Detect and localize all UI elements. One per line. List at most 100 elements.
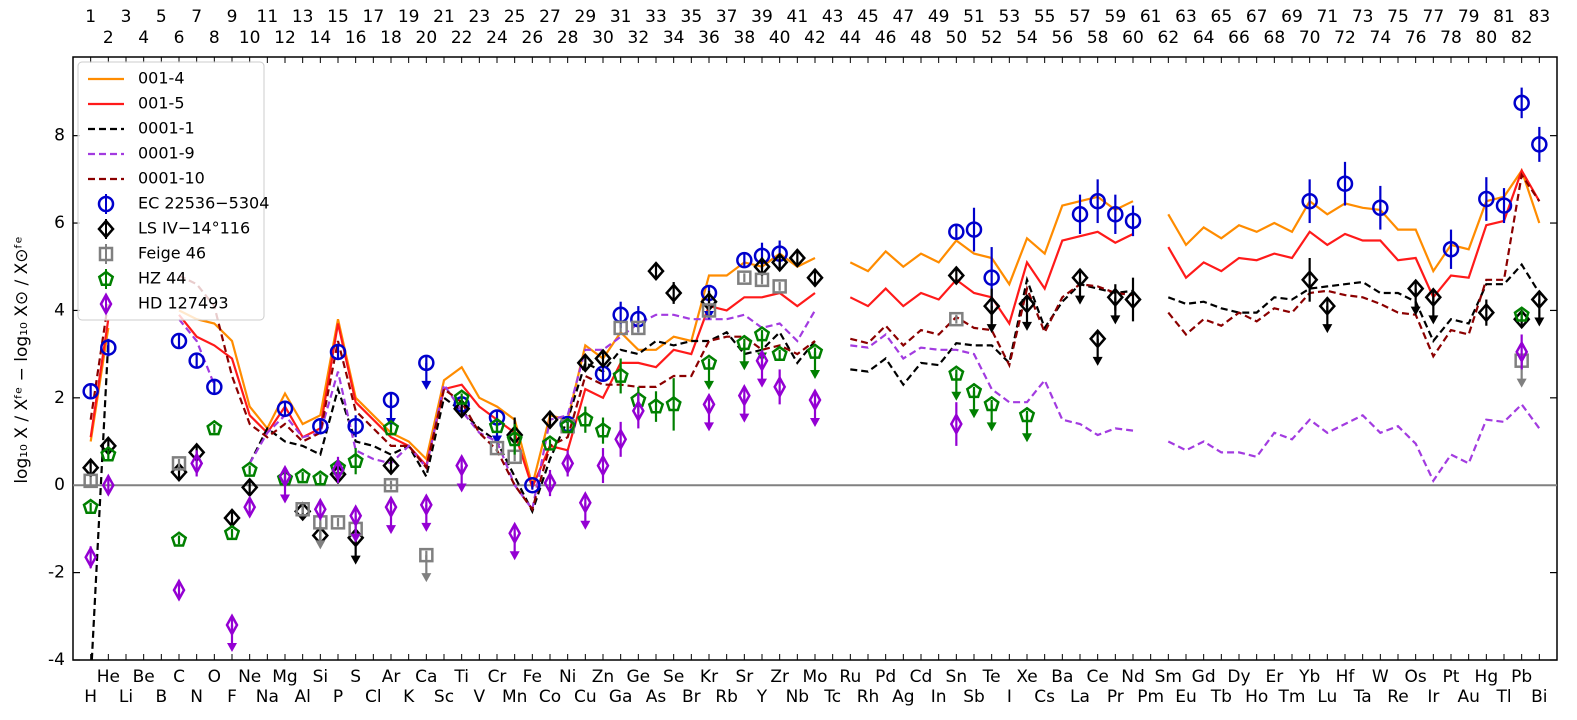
x-bottom-label: Cd bbox=[910, 667, 933, 687]
x-top-label: 72 bbox=[1334, 28, 1356, 48]
x-top-label: 60 bbox=[1122, 28, 1144, 48]
x-bottom-label: Ce bbox=[1086, 667, 1108, 687]
marker bbox=[98, 246, 114, 262]
marker bbox=[665, 395, 682, 412]
upper-limit-arrow bbox=[509, 551, 520, 561]
x-bottom-label: C bbox=[173, 667, 185, 687]
marker bbox=[1018, 406, 1036, 423]
x-top-label: 59 bbox=[1105, 7, 1127, 27]
x-top-label: 2 bbox=[103, 28, 114, 48]
marker bbox=[1424, 287, 1442, 308]
legend-label: HD 127493 bbox=[138, 294, 229, 313]
x-top-label: 43 bbox=[822, 7, 844, 27]
x-top-label: 41 bbox=[787, 7, 809, 27]
marker bbox=[524, 476, 541, 494]
x-bottom-label: Co bbox=[539, 687, 561, 707]
marker bbox=[1018, 294, 1036, 314]
x-bottom-label: Sb bbox=[963, 687, 985, 707]
marker bbox=[188, 352, 205, 369]
x-top-label: 34 bbox=[663, 28, 685, 48]
x-top-label: 6 bbox=[174, 28, 185, 48]
marker bbox=[488, 417, 506, 434]
legend-label: EC 22536−5304 bbox=[138, 194, 269, 213]
upper-limit-arrow bbox=[227, 643, 237, 653]
x-top-label: 25 bbox=[504, 7, 526, 27]
x-top-label: 75 bbox=[1387, 7, 1409, 27]
marker bbox=[418, 354, 435, 372]
marker bbox=[100, 446, 117, 462]
x-bottom-label: Yb bbox=[1298, 667, 1320, 687]
marker bbox=[1301, 192, 1318, 210]
marker bbox=[1124, 212, 1142, 230]
marker bbox=[241, 477, 259, 498]
x-top-label: 27 bbox=[539, 7, 561, 27]
x-top-label: 73 bbox=[1352, 7, 1374, 27]
x-top-label: 45 bbox=[857, 7, 879, 27]
upper-limit-arrow bbox=[421, 380, 432, 390]
x-bottom-label: Be bbox=[133, 667, 155, 687]
legend: 001-4 001-5 0001-1 0001-9 0001-10 EC 22536−53… bbox=[77, 61, 269, 321]
x-top-label: 21 bbox=[433, 7, 455, 27]
marker bbox=[594, 422, 612, 438]
x-bottom-label: Ca bbox=[415, 667, 437, 687]
marker bbox=[559, 417, 576, 434]
x-top-label: 52 bbox=[981, 28, 1003, 48]
marker bbox=[1106, 287, 1124, 308]
marker bbox=[99, 292, 113, 316]
upper-limit-arrow bbox=[421, 522, 432, 532]
upper-limit-arrow bbox=[1410, 306, 1421, 316]
marker bbox=[384, 495, 398, 519]
x-bottom-label: Cr bbox=[488, 667, 507, 687]
x-bottom-label: Kr bbox=[700, 667, 718, 687]
x-top-label: 13 bbox=[292, 7, 314, 27]
x-bottom-label: Cl bbox=[365, 687, 382, 707]
marker bbox=[541, 409, 559, 430]
upper-limit-arrow bbox=[580, 520, 591, 530]
x-top-label: 55 bbox=[1034, 7, 1056, 27]
x-bottom-label: Al bbox=[294, 687, 310, 707]
x-top-label: 36 bbox=[698, 28, 720, 48]
x-top-label: 67 bbox=[1246, 7, 1268, 27]
x-bottom-label: I bbox=[1007, 687, 1012, 707]
x-bottom-label: Ag bbox=[892, 687, 914, 707]
x-bottom-label: Pr bbox=[1107, 687, 1124, 707]
x-bottom-label: Eu bbox=[1175, 687, 1197, 707]
marker bbox=[983, 395, 1000, 412]
x-bottom-label: Re bbox=[1387, 687, 1409, 707]
x-bottom-label: Gd bbox=[1192, 667, 1216, 687]
upper-limit-arrow bbox=[757, 378, 767, 388]
x-bottom-label: F bbox=[227, 687, 237, 707]
x-bottom-label: Ga bbox=[609, 687, 633, 707]
marker bbox=[331, 458, 345, 482]
x-top-label: 20 bbox=[416, 28, 438, 48]
marker bbox=[172, 578, 186, 602]
marker bbox=[578, 491, 592, 515]
x-bottom-label: Ge bbox=[627, 667, 651, 687]
x-bottom-label: Sn bbox=[946, 667, 968, 687]
x-bottom-label: Ho bbox=[1245, 687, 1268, 707]
marker bbox=[754, 272, 770, 288]
upper-limit-arrow bbox=[1322, 324, 1333, 334]
x-bottom-label: Lu bbox=[1317, 687, 1337, 707]
x-bottom-label: Dy bbox=[1227, 667, 1250, 687]
x-top-label: 12 bbox=[274, 28, 296, 48]
marker bbox=[1513, 94, 1530, 112]
y-tick-label: 6 bbox=[54, 213, 65, 233]
marker bbox=[948, 223, 965, 241]
marker bbox=[541, 435, 559, 451]
marker bbox=[737, 384, 751, 408]
marker bbox=[983, 296, 1001, 316]
plot-area bbox=[82, 87, 1548, 660]
marker bbox=[700, 354, 718, 370]
legend-label: 0001-1 bbox=[138, 119, 195, 138]
marker bbox=[753, 325, 771, 342]
marker bbox=[190, 451, 204, 475]
x-top-label: 65 bbox=[1211, 7, 1233, 27]
marker bbox=[330, 515, 346, 530]
marker bbox=[383, 477, 399, 493]
marker bbox=[206, 419, 223, 436]
marker bbox=[312, 470, 329, 486]
x-bottom-label: Ne bbox=[238, 667, 261, 687]
x-bottom-label: Cu bbox=[574, 687, 597, 707]
